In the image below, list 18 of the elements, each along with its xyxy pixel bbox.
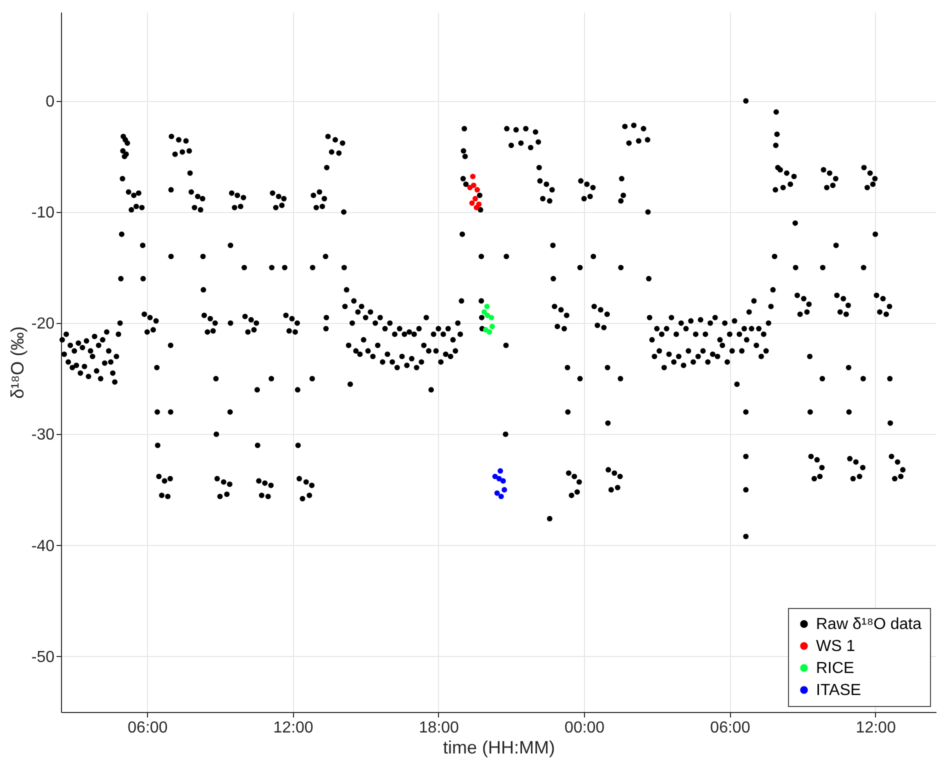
y-tick-label: -20: [31, 316, 55, 333]
x-axis-title: time (HH:MM): [443, 738, 555, 758]
y-tick-label: -50: [31, 648, 55, 666]
x-tick-label: 18:00: [418, 720, 460, 736]
legend-label: RICE: [816, 660, 854, 677]
y-tick-label: 0: [46, 93, 55, 110]
y-tick-label: -40: [31, 538, 55, 555]
y-axis-title: δ¹⁸O (‰): [7, 326, 28, 399]
x-tick-label: 12:00: [273, 720, 314, 736]
legend-label: ITASE: [816, 682, 862, 699]
x-tick-label: 06:00: [128, 720, 168, 736]
x-tick-label: 00:00: [564, 720, 605, 736]
y-tick-label: -30: [31, 426, 55, 444]
x-tick-label: 06:00: [710, 720, 750, 736]
x-tick-label: 12:00: [856, 720, 896, 736]
y-tick-label: -10: [31, 204, 55, 222]
legend-label: Raw δ¹⁸O data: [816, 616, 922, 633]
legend-label: WS 1: [816, 638, 856, 655]
